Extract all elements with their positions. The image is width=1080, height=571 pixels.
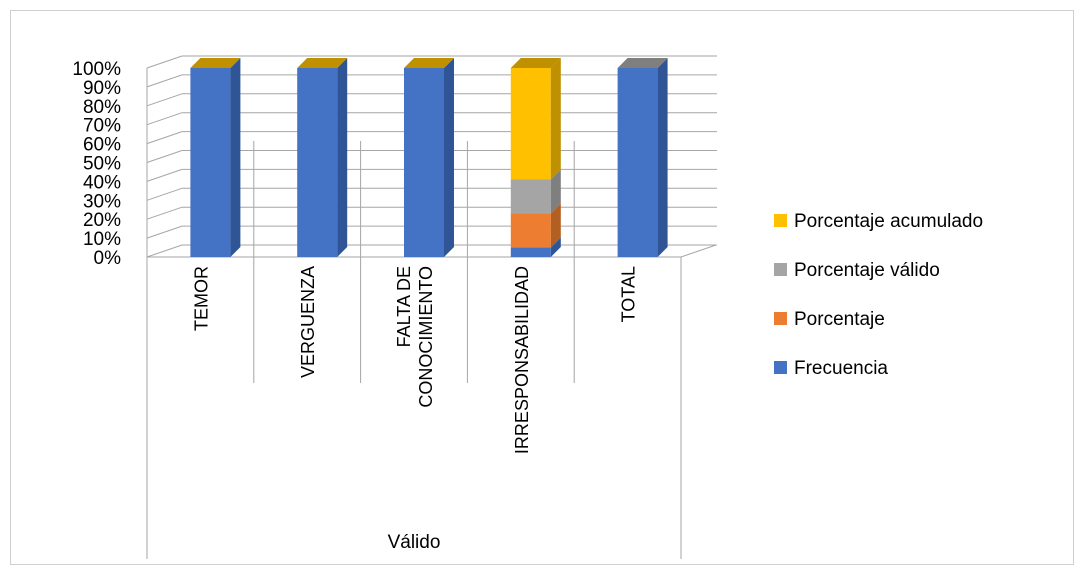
bar-top (617, 58, 668, 68)
chart-svg: 0%10%20%30%40%50%60%70%80%90%100% TEMOR V… (72, 55, 983, 559)
bar-frecuencia (510, 247, 551, 257)
side-gridline (146, 55, 183, 69)
legend-swatch (774, 312, 787, 325)
bar-side (230, 58, 241, 257)
side-gridline (146, 168, 183, 182)
y-axis: 0%10%20%30%40%50%60%70%80%90%100% (72, 59, 121, 269)
bar-top (510, 58, 561, 68)
group-label: Válido (388, 532, 441, 553)
bar-frecuencia (190, 68, 231, 257)
bar-porcentaje (510, 213, 551, 248)
side-gridline (146, 74, 183, 88)
y-tick-label: 20% (83, 210, 121, 231)
y-tick-label: 50% (83, 154, 121, 175)
side-gridline (146, 150, 183, 163)
side-gridline (146, 225, 183, 239)
legend-label: Porcentaje acumulado (794, 211, 983, 232)
bar-side (444, 58, 454, 257)
x-tick-label: TOTAL (619, 266, 639, 322)
y-tick-label: 80% (83, 97, 121, 118)
y-tick-label: 90% (83, 78, 121, 99)
y-tick-label: 40% (83, 172, 121, 193)
y-tick-label: 70% (83, 116, 121, 137)
bar-side (550, 58, 561, 180)
y-tick-label: 60% (83, 135, 121, 156)
side-gridline (146, 93, 183, 107)
x-tick-label: FALTA DE (394, 266, 414, 347)
bar-porcentaje-válido (510, 179, 551, 214)
side-gridline (146, 244, 183, 258)
bar-frecuencia (404, 68, 444, 257)
side-gridline (146, 112, 183, 126)
bar-side (657, 58, 668, 257)
legend-swatch (774, 361, 787, 374)
bar-side (337, 58, 348, 257)
bar-frecuencia (297, 68, 338, 257)
bar-top (297, 58, 348, 68)
bar-side (550, 203, 561, 248)
y-tick-label: 30% (83, 191, 121, 212)
legend-label: Porcentaje válido (794, 260, 940, 281)
legend: Porcentaje acumulado Porcentaje válido Por… (774, 211, 983, 379)
bar-side (550, 169, 561, 214)
side-gridline (146, 187, 183, 201)
bar-top (190, 58, 241, 68)
legend-label: Porcentaje (794, 309, 885, 330)
x-tick-label: VERGUENZA (298, 266, 318, 378)
x-tick-label: CONOCIMIENTO (416, 266, 436, 408)
bar-porcentaje-acumulado (510, 68, 551, 180)
x-tick-label: TEMOR (191, 266, 211, 331)
chart-area: 0% 10% 20% 30% 40% 50% 60% 70% 80% 90% 100% TEMOR V… (10, 10, 1074, 565)
x-axis: TEMOR VERGUENZA FALTA DE CONOCIMIENTO IRRESP… (146, 141, 682, 559)
legend-swatch (774, 214, 787, 227)
bar-side (550, 237, 561, 257)
bar-frecuencia (617, 68, 658, 257)
y-tick-label: 10% (83, 229, 121, 250)
side-gridline (146, 131, 183, 145)
y-tick-label: 0% (94, 248, 122, 269)
x-tick-label: IRRESPONSABILIDAD (512, 266, 532, 454)
bar-top (404, 58, 454, 68)
side-gridline (146, 206, 183, 220)
legend-swatch (774, 263, 787, 276)
legend-label: Frecuencia (794, 358, 888, 379)
bars (190, 58, 668, 257)
y-tick-label: 100% (72, 59, 121, 80)
